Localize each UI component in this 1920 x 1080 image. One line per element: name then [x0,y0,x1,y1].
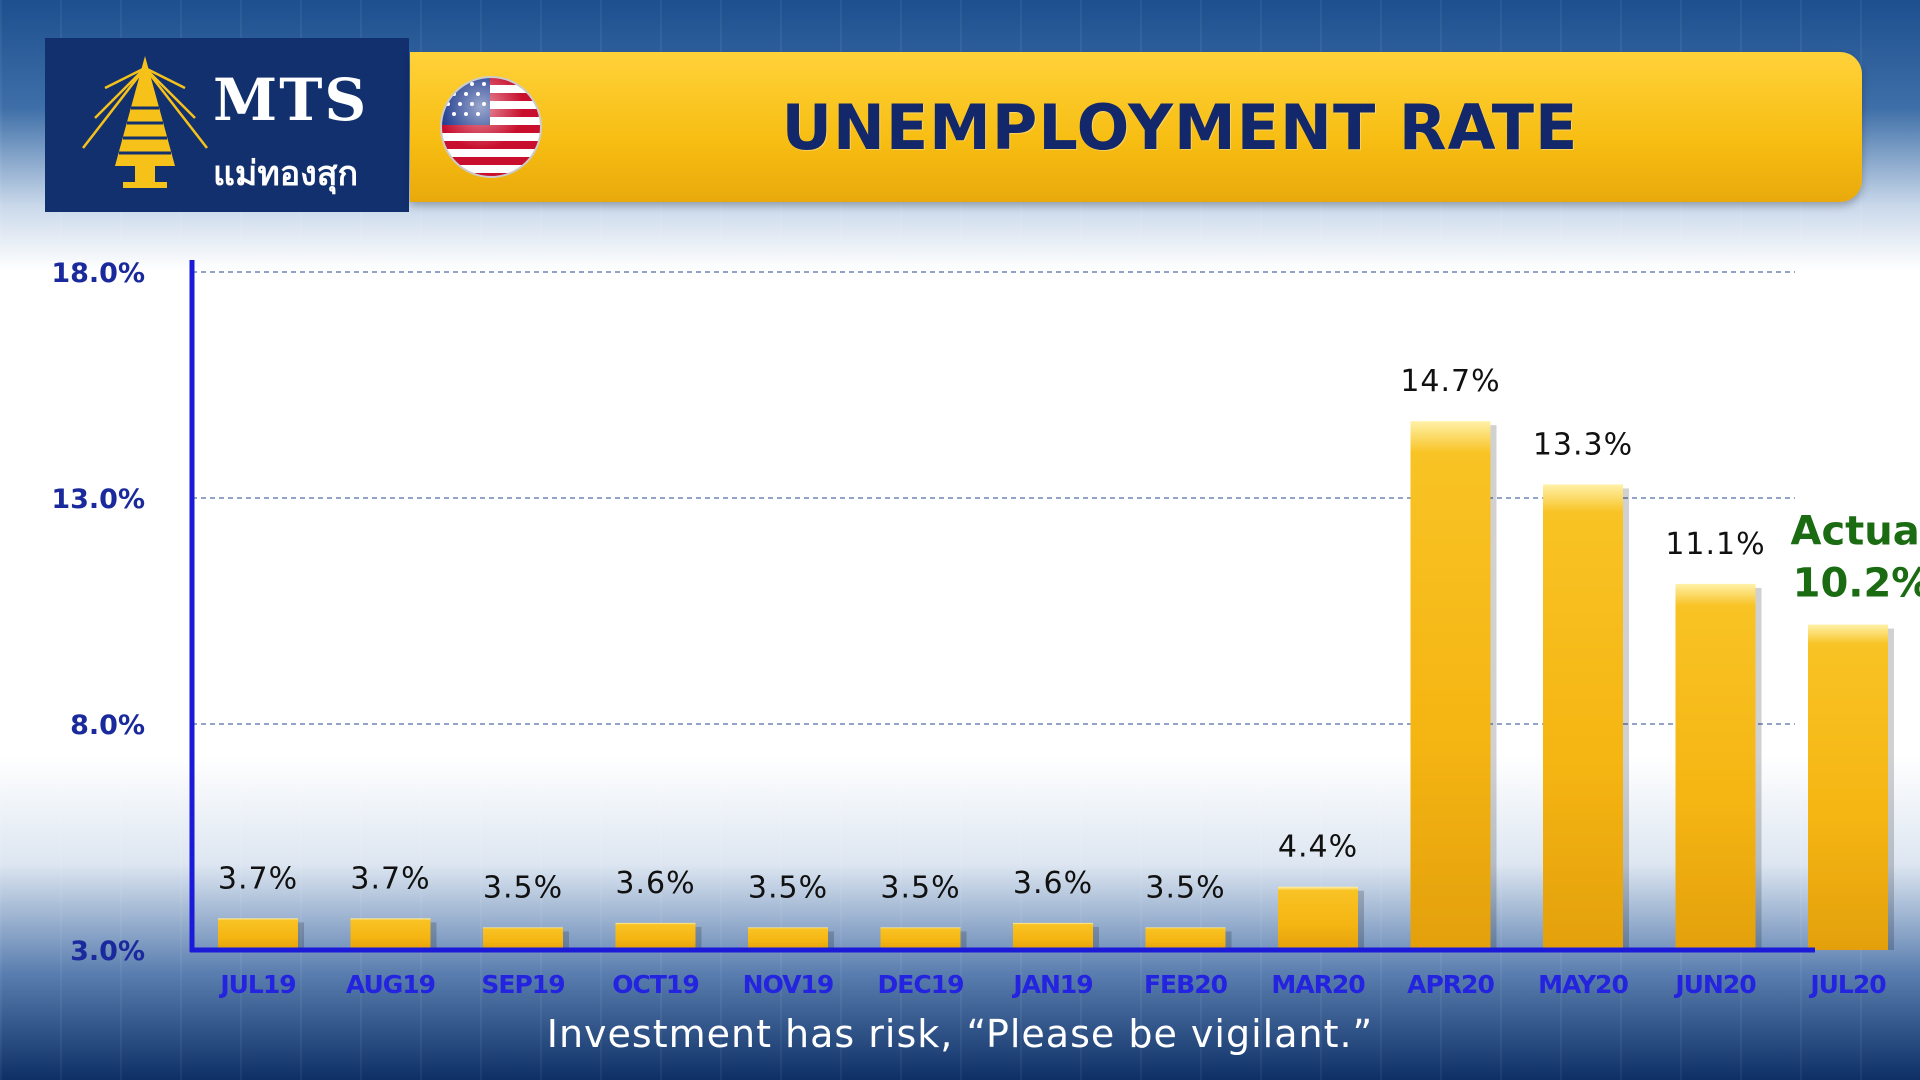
bar-value-label: 10.2% [1793,561,1920,607]
footer-disclaimer: Investment has risk, “Please be vigilant… [546,1012,1374,1056]
logo-subtext: แม่ทองสุก [213,154,359,194]
bar-jul20 [1808,624,1888,950]
x-category-label: APR20 [1407,970,1494,999]
bar-value-label: 3.6% [1013,866,1093,901]
unemployment-bar-chart: 3.0% 8.0% 13.0% 18.0% 3.7% JUL19 3.7% AUG19 3.5%… [51,258,1920,999]
bar-value-label: 3.5% [483,870,563,905]
mts-logo: MTS แม่ทองสุก [45,38,409,212]
bar-may20 [1543,484,1623,950]
x-category-label: NOV19 [743,970,834,999]
x-category-label: JUL19 [218,970,295,999]
x-category-label: JUN20 [1673,970,1756,999]
x-category-label: JUL20 [1808,970,1886,999]
x-category-label: OCT19 [612,970,698,999]
bar-apr20 [1410,421,1491,950]
temple-logo-icon [82,56,208,188]
bar-aug19 [350,918,431,950]
page-title: UNEMPLOYMENT RATE [781,90,1579,164]
bar-value-label: 4.4% [1278,830,1358,865]
bar-value-label: 3.5% [1145,870,1225,905]
logo-text: MTS [213,66,369,134]
x-category-label: MAR20 [1271,970,1365,999]
bar-value-label: 3.5% [880,870,960,905]
bar-nov19 [748,927,828,950]
x-category-label: AUG19 [346,970,435,999]
bar-feb20 [1145,927,1226,950]
x-category-label: JAN19 [1011,970,1092,999]
title-bar [410,52,1862,202]
x-category-label: SEP19 [481,970,564,999]
y-tick-label: 8.0% [70,710,145,741]
bar-jul19 [218,918,298,950]
y-tick-label: 3.0% [70,936,145,967]
x-category-label: MAY20 [1538,970,1628,999]
y-tick-label: 18.0% [51,258,145,289]
bar-oct19 [615,922,696,950]
bar-sep19 [483,927,563,950]
x-category-label: FEB20 [1144,970,1228,999]
highlight-label: Actual [1791,509,1920,555]
bar-value-label: 3.6% [615,866,695,901]
us-flag-icon [440,76,542,178]
x-category-label: DEC19 [878,970,964,999]
bar-dec19 [880,927,961,950]
bar-jan19 [1013,922,1093,950]
bar-value-label: 11.1% [1665,527,1765,562]
y-tick-label: 13.0% [51,484,145,515]
bar-jun20 [1675,583,1756,950]
bar-value-label: 3.7% [350,861,430,896]
bar-mar20 [1278,886,1358,950]
bar-value-label: 14.7% [1400,364,1500,399]
bar-value-label: 13.3% [1533,427,1633,462]
bar-value-label: 3.5% [748,870,828,905]
bar-value-label: 3.7% [218,861,298,896]
